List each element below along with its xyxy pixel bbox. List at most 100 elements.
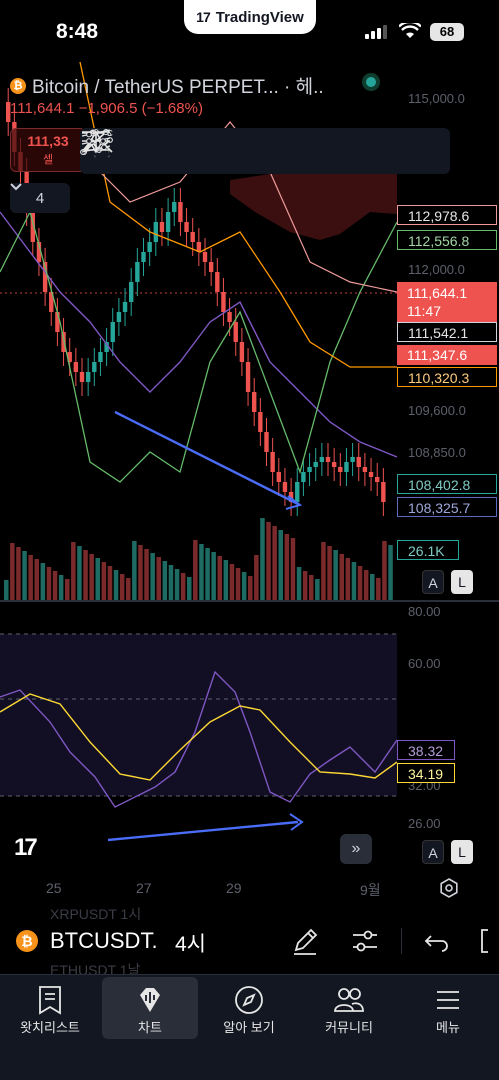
- time-axis-label: 25: [46, 880, 62, 896]
- candle-body: [288, 492, 294, 502]
- candlestick-plot[interactable]: [0, 62, 499, 600]
- nav-community[interactable]: 커뮤니티: [301, 977, 397, 1039]
- volume-bar: [309, 575, 314, 600]
- log-scale-button[interactable]: L: [451, 570, 473, 594]
- last-price: 111,644.1: [10, 100, 75, 117]
- volume-bar: [388, 545, 393, 600]
- price-chart[interactable]: ₿ Bitcoin / TetherUS PERPET... · 헤.. 111…: [0, 62, 499, 600]
- horizontal-ray-tool[interactable]: [82, 128, 204, 174]
- candle-body: [178, 202, 183, 222]
- volume-bar: [22, 551, 27, 600]
- toolbar-separator: [401, 928, 402, 954]
- rsi-divergence-trendline: [107, 820, 299, 842]
- candle-body: [165, 212, 171, 232]
- candle-body: [202, 252, 208, 262]
- symbol-legend[interactable]: ₿ Bitcoin / TetherUS PERPET... · 헤..: [10, 72, 324, 99]
- candle-body: [264, 432, 269, 452]
- volume-bar: [229, 564, 235, 600]
- candle-body: [350, 457, 355, 462]
- regression-trend-tool[interactable]: [82, 128, 449, 174]
- volume-bar: [83, 550, 88, 600]
- indicator-log-scale-button[interactable]: L: [451, 840, 473, 864]
- nav-chart[interactable]: 차트: [102, 977, 198, 1039]
- volume-bar: [71, 542, 76, 600]
- volume-bar: [10, 543, 15, 600]
- double-chevron-right-icon: »: [351, 840, 361, 857]
- candle-body: [85, 372, 91, 382]
- rsi-line: [0, 670, 398, 808]
- candle-body: [245, 362, 251, 392]
- market-open-status-icon: [362, 73, 380, 91]
- volume-bar: [162, 561, 168, 600]
- symbol-selector[interactable]: BTCUSDT.: [50, 928, 158, 953]
- volume-bar: [180, 573, 186, 600]
- trend-line-tool[interactable]: [81, 128, 302, 174]
- volume-bar: [168, 565, 174, 600]
- undo-icon[interactable]: [422, 926, 452, 956]
- nav-label: 알아 보기: [223, 1020, 275, 1035]
- drawing-pen-icon[interactable]: [290, 926, 320, 956]
- candle-body: [331, 462, 337, 467]
- price-label-orange-line: 110,320.3: [397, 367, 497, 387]
- price-label-teal: 108,402.8: [397, 474, 497, 494]
- parallel-channel-tool[interactable]: [81, 128, 400, 174]
- price-label-green-line: 112,556.8: [397, 230, 497, 250]
- time-axis-label: 9월: [360, 882, 381, 898]
- elliott-wave-tool[interactable]: 1 5: [80, 128, 253, 174]
- candle-body: [153, 222, 158, 242]
- indicators-sliders-icon[interactable]: [350, 926, 380, 956]
- nav-explore[interactable]: 알아 보기: [201, 977, 297, 1039]
- fullscreen-icon[interactable]: [478, 926, 499, 956]
- candle-body: [233, 322, 238, 342]
- candle-body: [67, 352, 72, 362]
- candle-body: [190, 232, 195, 242]
- volume-bar: [101, 562, 107, 600]
- price-axis-label: 108,850.0: [408, 445, 466, 460]
- volume-bar: [174, 569, 180, 600]
- rsi-plot[interactable]: [0, 602, 499, 874]
- chart-settings-icon[interactable]: [439, 878, 459, 898]
- nav-watchlist[interactable]: 왓치리스트: [2, 977, 98, 1039]
- volume-bar: [241, 572, 247, 600]
- chevron-down-icon: [10, 183, 22, 191]
- rsi-indicator-pane[interactable]: 80.00 60.00 32.00 26.00 38.32 34.19 17 »…: [0, 602, 499, 874]
- volume-bar: [296, 567, 302, 600]
- price-axis-label: 112,000.0: [408, 262, 465, 277]
- candle-body: [6, 102, 11, 122]
- nav-label: 차트: [138, 1020, 162, 1035]
- candle-body: [98, 352, 103, 362]
- candle-body: [196, 242, 202, 252]
- volume-bar: [211, 552, 216, 600]
- tradingview-watermark-icon[interactable]: 17: [14, 834, 38, 861]
- watchlist-icon: [39, 986, 61, 1015]
- indicator-auto-scale-button[interactable]: A: [422, 840, 444, 864]
- last-price-label: 111,644.1 11:47: [397, 282, 497, 322]
- auto-scale-button[interactable]: A: [422, 570, 444, 594]
- abc-pattern-tool[interactable]: A C: [80, 128, 351, 174]
- rsi-moving-average: [0, 693, 398, 781]
- volume-bar: [363, 570, 369, 600]
- scroll-to-realtime-button[interactable]: »: [340, 834, 372, 864]
- interval-selector[interactable]: 4시: [175, 933, 206, 956]
- pane-divider[interactable]: [0, 600, 499, 602]
- battery-indicator: 68: [430, 23, 464, 41]
- volume-bar: [333, 550, 338, 600]
- volume-bar: [223, 560, 229, 600]
- community-icon: [334, 988, 364, 1012]
- candle-body: [147, 242, 152, 252]
- app-name: TradingView: [215, 8, 304, 26]
- nav-menu[interactable]: 메뉴: [400, 977, 496, 1039]
- rsi-value-label: 38.32: [397, 740, 455, 760]
- candle-body: [184, 222, 189, 232]
- bottom-navigation: 왓치리스트 차트 알아 보기 커뮤니티 메뉴: [0, 974, 499, 1080]
- candle-body: [79, 372, 85, 382]
- volume-bar: [248, 576, 253, 600]
- sell-button[interactable]: 111,33 셀: [10, 128, 86, 172]
- candle-body: [42, 262, 48, 292]
- volume-bar: [150, 553, 155, 600]
- indicator-count: 4: [35, 189, 45, 207]
- volume-bar: [132, 541, 137, 600]
- time-axis[interactable]: 25 27 29 9월: [0, 874, 499, 904]
- indicators-collapse-button[interactable]: 4: [10, 183, 70, 213]
- app-banner[interactable]: 17 TradingView: [184, 0, 316, 34]
